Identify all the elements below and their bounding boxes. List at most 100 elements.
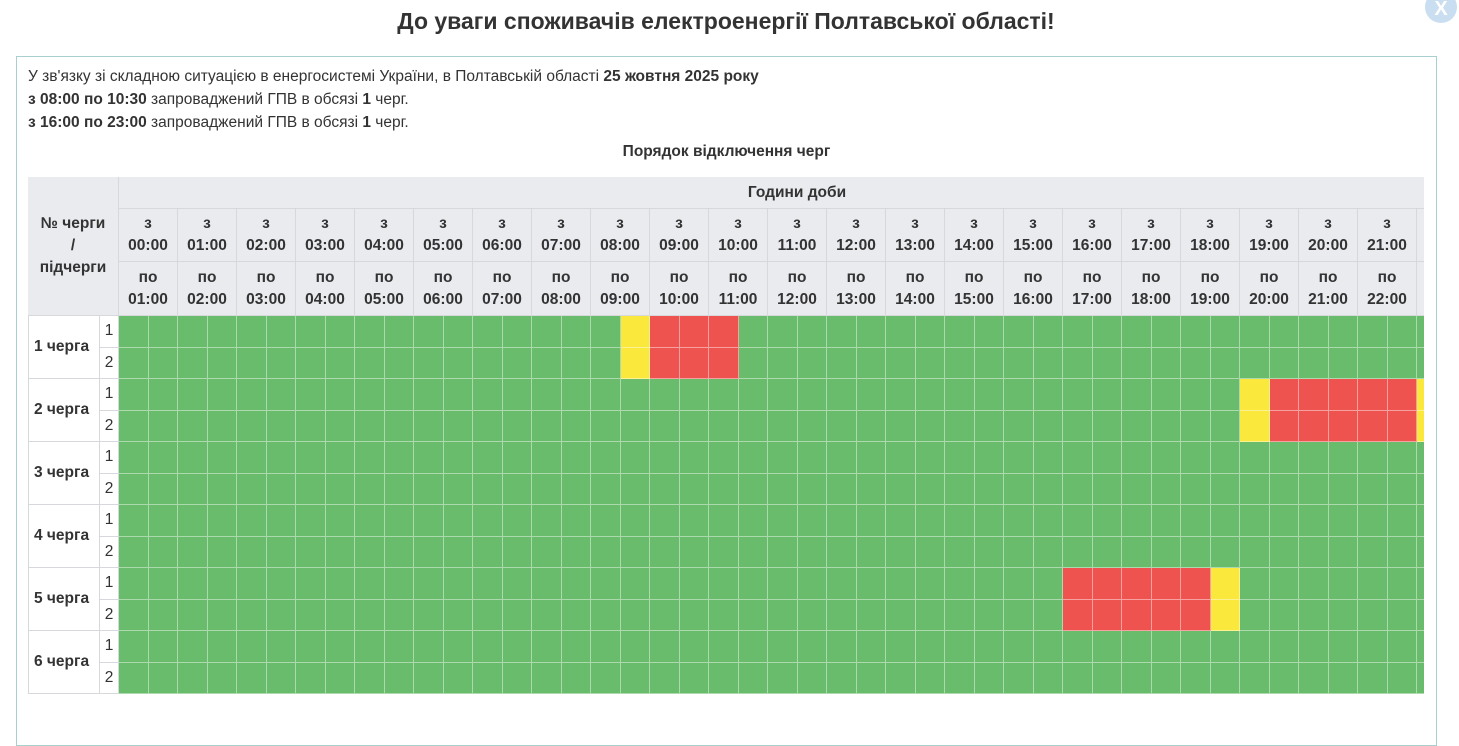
schedule-cell — [1417, 442, 1424, 474]
schedule-cell — [119, 379, 149, 411]
schedule-cell — [915, 662, 945, 694]
schedule-cell — [679, 631, 709, 663]
schedule-cell — [119, 442, 149, 474]
schedule-cell — [1417, 568, 1424, 600]
schedule-cell — [414, 347, 444, 379]
schedule-cell — [384, 599, 414, 631]
schedule-cell — [237, 505, 267, 537]
schedule-cell — [886, 631, 916, 663]
subqueue-label: 1 — [100, 568, 119, 600]
hour-from-header: з 07:00 — [532, 209, 591, 262]
schedule-cell — [414, 442, 444, 474]
schedule-cell — [119, 410, 149, 442]
schedule-cell — [1151, 631, 1181, 663]
to-prefix: по — [1082, 268, 1102, 286]
schedule-cell — [1122, 599, 1152, 631]
schedule-cell — [768, 442, 798, 474]
hour-from-header: з 12:00 — [827, 209, 886, 262]
schedule-cell — [325, 662, 355, 694]
hour-from-header: з 13:00 — [886, 209, 945, 262]
hour-from-header: з 05:00 — [414, 209, 473, 262]
hour-from: 20:00 — [1308, 237, 1348, 254]
to-prefix: по — [669, 268, 689, 286]
schedule-cell — [1328, 505, 1358, 537]
from-prefix: з — [498, 215, 506, 232]
to-prefix: по — [1377, 268, 1397, 286]
schedule-cell — [620, 536, 650, 568]
hour-to: 07:00 — [482, 290, 522, 308]
from-prefix: з — [1206, 215, 1214, 232]
schedule-cell — [207, 662, 237, 694]
schedule-cell — [355, 473, 385, 505]
schedule-cell — [738, 347, 768, 379]
schedule-cell — [119, 599, 149, 631]
schedule-cell — [856, 316, 886, 348]
subqueue-label: 2 — [100, 347, 119, 379]
from-prefix: з — [616, 215, 624, 232]
close-button[interactable]: X — [1425, 0, 1457, 23]
schedule-cell — [591, 568, 621, 600]
to-prefix: по — [374, 268, 394, 286]
schedule-cell — [1092, 442, 1122, 474]
notice-text: запроваджений ГПВ в обсязі — [146, 114, 363, 131]
schedule-cell — [1181, 410, 1211, 442]
schedule-cell — [296, 505, 326, 537]
schedule-cell — [1269, 505, 1299, 537]
notice-line: з 16:00 по 23:00 запроваджений ГПВ в обс… — [28, 114, 409, 132]
hours-header: Години доби — [119, 177, 1424, 209]
schedule-cell — [1269, 568, 1299, 600]
schedule-cell — [1004, 536, 1034, 568]
schedule-cell — [738, 316, 768, 348]
schedule-cell — [355, 568, 385, 600]
schedule-cell — [207, 410, 237, 442]
schedule-cell — [886, 410, 916, 442]
schedule-cell — [1033, 568, 1063, 600]
schedule-cell — [1063, 599, 1093, 631]
schedule-cell — [709, 599, 739, 631]
subqueue-label: 2 — [100, 662, 119, 694]
from-prefix: з — [203, 215, 211, 232]
schedule-cell — [296, 473, 326, 505]
schedule-cell — [148, 410, 178, 442]
schedule-cell — [148, 347, 178, 379]
schedule-cell — [620, 379, 650, 411]
schedule-cell — [1063, 568, 1093, 600]
notice-text: черг. — [370, 91, 409, 108]
schedule-cell — [532, 347, 562, 379]
schedule-cell — [1387, 662, 1417, 694]
subqueue-label: 2 — [100, 473, 119, 505]
schedule-cell — [1004, 568, 1034, 600]
schedule-cell — [945, 568, 975, 600]
schedule-cell — [561, 347, 591, 379]
schedule-cell — [473, 599, 503, 631]
to-prefix: по — [197, 268, 217, 286]
schedule-cell — [355, 410, 385, 442]
hour-to-header: по 19:00 — [1181, 262, 1240, 316]
schedule-cell — [443, 316, 473, 348]
schedule-cell — [797, 662, 827, 694]
schedule-cell — [1004, 473, 1034, 505]
schedule-cell — [915, 568, 945, 600]
schedule-cell — [325, 599, 355, 631]
schedule-cell — [266, 536, 296, 568]
schedule-cell — [1122, 536, 1152, 568]
hour-from: 18:00 — [1190, 237, 1230, 254]
schedule-cell — [296, 316, 326, 348]
schedule-cell — [738, 379, 768, 411]
schedule-cell — [1063, 410, 1093, 442]
schedule-cell — [679, 442, 709, 474]
schedule-cell — [1210, 410, 1240, 442]
schedule-cell — [502, 599, 532, 631]
schedule-cell — [1181, 536, 1211, 568]
schedule-cell — [1328, 473, 1358, 505]
schedule-cell — [178, 316, 208, 348]
schedule-cell — [856, 662, 886, 694]
schedule-cell — [414, 410, 444, 442]
schedule-cell — [679, 536, 709, 568]
schedule-cell — [178, 473, 208, 505]
hour-to: 06:00 — [423, 290, 463, 308]
schedule-cell — [443, 347, 473, 379]
schedule-cell — [1004, 599, 1034, 631]
hour-to: 17:00 — [1072, 290, 1112, 308]
